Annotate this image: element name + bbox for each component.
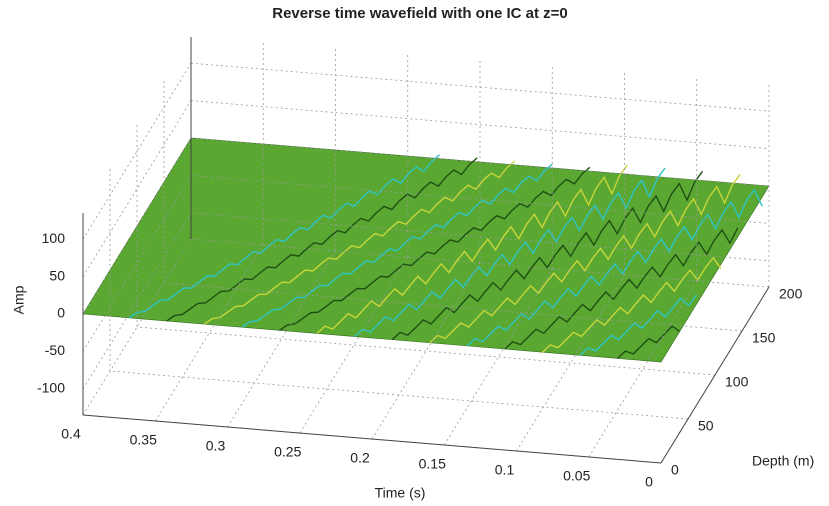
surface-plane: [82, 137, 770, 363]
z-tick-label: -50: [45, 342, 65, 358]
z-tick-label: 50: [49, 267, 65, 283]
x-tick-label: 0.25: [274, 444, 301, 460]
y-tick-label: 200: [779, 286, 803, 302]
x-tick-label: 0.35: [130, 432, 157, 448]
y-tick-label: 100: [725, 374, 749, 390]
grid-line: [136, 326, 716, 376]
z-tick-label: 0: [57, 305, 65, 321]
y-tick-label: 50: [698, 418, 714, 434]
grid-line: [190, 212, 770, 262]
y-tick-label: 0: [671, 462, 679, 478]
grid-line: [190, 175, 770, 224]
x-tick-label: 0.05: [563, 468, 590, 484]
y-tick-label: 150: [752, 330, 776, 346]
surface-ridge: [354, 167, 666, 338]
z-tick-label: -100: [37, 380, 65, 396]
surface-ridge: [542, 256, 722, 353]
axis-line: [660, 286, 770, 464]
surface-ridge: [166, 157, 478, 322]
y-axis-label: Depth (m): [752, 453, 814, 469]
grid-line: [109, 370, 689, 420]
z-axis-label: Amp: [11, 285, 27, 314]
x-tick-label: 0.2: [350, 450, 370, 466]
x-axis-label: Time (s): [375, 485, 426, 501]
x-tick-label: 0.15: [419, 456, 446, 472]
x-tick-label: 0.4: [61, 426, 81, 442]
x-tick-label: 0.3: [206, 438, 226, 454]
surface-ridge: [316, 164, 628, 334]
z-tick-label: 100: [42, 230, 66, 246]
surface-ridge: [391, 170, 704, 341]
surface-ridge: [579, 294, 697, 356]
grid-line: [190, 100, 770, 149]
x-tick-label: 0.1: [495, 462, 515, 478]
axis-line: [82, 414, 662, 464]
surface-ridge: [504, 227, 739, 350]
chart-title: Reverse time wavefield with one IC at z=…: [272, 5, 568, 22]
x-tick-label: 0: [645, 474, 653, 490]
surface-ridge: [241, 163, 553, 328]
grid-line: [163, 282, 743, 332]
surface-ridge: [203, 160, 516, 325]
surface-ridge: [429, 173, 741, 344]
grid-line: [190, 238, 770, 288]
grid-line: [190, 62, 770, 112]
surface-ridge: [128, 154, 440, 319]
surface-ridge: [279, 166, 591, 331]
surface-ridge: [466, 188, 763, 347]
surface-ridge: [617, 325, 681, 359]
grid-line: [190, 137, 770, 187]
surface: [82, 137, 770, 363]
